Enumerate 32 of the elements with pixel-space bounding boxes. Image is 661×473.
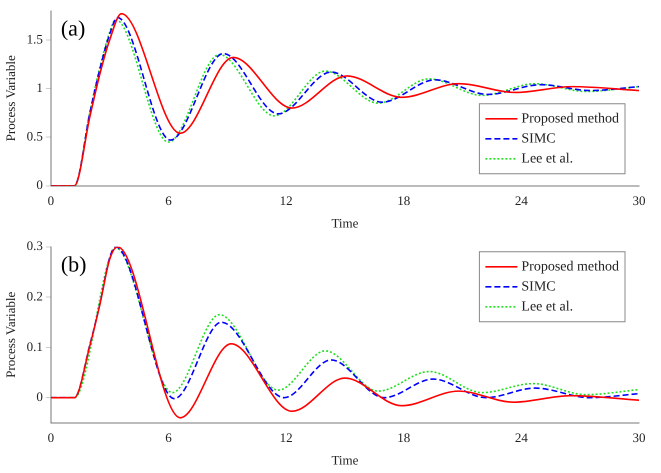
legend-label: Lee et al. <box>521 151 574 166</box>
y-tick-label: 1 <box>36 80 43 95</box>
x-tick-label: 0 <box>48 430 54 446</box>
x-tick-label: 12 <box>280 193 293 208</box>
y-tick-label: 0.1 <box>26 338 43 354</box>
annotation: (a) <box>60 16 86 41</box>
y-axis-title: Process Variable <box>3 55 18 142</box>
x-tick-label: 24 <box>514 430 528 446</box>
y-axis-title: Process Variable <box>3 292 18 378</box>
y-tick-label: 0.5 <box>26 128 43 144</box>
legend-label: SIMC <box>521 279 556 294</box>
y-tick-label: 0.3 <box>26 238 43 254</box>
legend-label: Proposed method <box>521 259 620 274</box>
x-axis-title: Time <box>331 216 359 231</box>
x-axis-title: Time <box>331 452 359 468</box>
x-tick-label: 0 <box>48 193 54 208</box>
y-tick-label: 0.2 <box>26 288 43 304</box>
y-tick-label: 1.5 <box>26 31 43 46</box>
y-tick-label: 0 <box>36 389 43 404</box>
x-tick-label: 12 <box>280 430 293 446</box>
x-tick-label: 18 <box>397 193 410 208</box>
annotation: (b) <box>60 252 87 277</box>
x-tick-label: 30 <box>632 193 646 208</box>
x-tick-label: 24 <box>514 193 528 208</box>
legend-label: Lee et al. <box>521 299 574 314</box>
x-tick-label: 6 <box>165 193 172 208</box>
x-tick-label: 18 <box>397 430 410 446</box>
x-tick-label: 6 <box>165 430 172 446</box>
legend-label: SIMC <box>521 131 556 146</box>
y-tick-label: 0 <box>36 177 43 192</box>
legend-label: Proposed method <box>521 111 620 126</box>
x-tick-label: 30 <box>632 430 646 446</box>
